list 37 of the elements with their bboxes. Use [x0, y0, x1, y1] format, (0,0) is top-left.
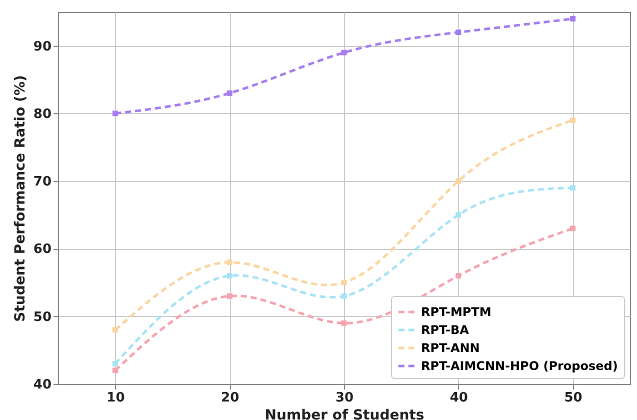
legend-label: RPT-MPTM	[421, 305, 492, 319]
point	[112, 327, 118, 333]
point	[570, 185, 576, 191]
point	[226, 260, 232, 265]
point	[456, 212, 462, 218]
y-tick-label: 40	[33, 378, 52, 392]
point	[226, 273, 232, 279]
x-tick-label: 50	[564, 390, 582, 406]
point	[112, 368, 118, 374]
point	[456, 273, 462, 279]
point	[341, 320, 347, 326]
point	[226, 90, 232, 96]
x-tick-label: 40	[450, 390, 468, 406]
legend-label: RPT-ANN	[421, 341, 480, 355]
point	[456, 30, 462, 36]
point	[226, 293, 232, 299]
point	[570, 117, 576, 123]
point	[341, 293, 347, 299]
y-tick-label: 50	[33, 310, 52, 325]
y-tick-label: 70	[33, 174, 52, 190]
legend-label: RPT-AIMCNN-HPO (Proposed)	[421, 359, 618, 373]
y-tick-label: 90	[33, 39, 52, 54]
point	[570, 226, 576, 232]
legend-label: RPT-BA	[421, 323, 470, 337]
point	[570, 16, 576, 22]
point	[341, 280, 347, 286]
point	[341, 50, 347, 56]
y-tick-label: 60	[33, 242, 52, 258]
x-axis-title: Number of Students	[264, 408, 424, 420]
x-tick-label: 30	[335, 390, 354, 406]
point	[456, 178, 462, 184]
y-axis-title: Student Performance Ratio (%)	[12, 75, 28, 322]
x-tick-label: 10	[106, 390, 125, 406]
point	[112, 110, 118, 116]
x-tick-label: 20	[221, 390, 240, 406]
y-tick-label: 80	[33, 106, 52, 122]
point	[112, 360, 118, 366]
